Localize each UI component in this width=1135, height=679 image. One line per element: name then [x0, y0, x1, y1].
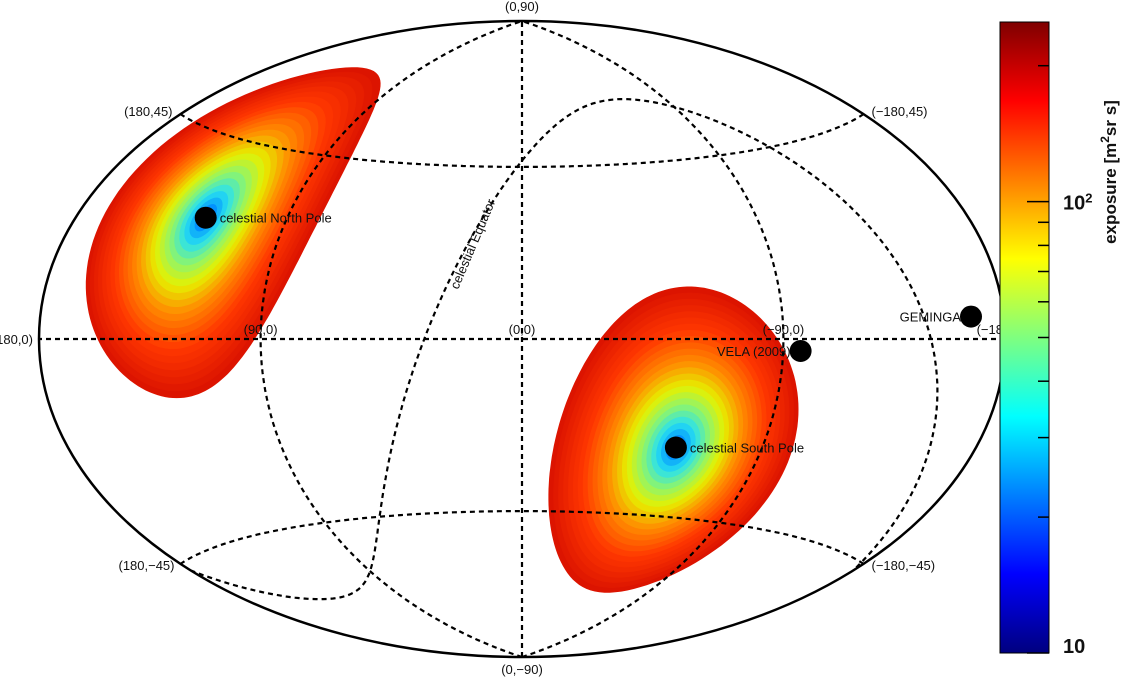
grid-label: (0,−90) [501, 662, 543, 677]
parallel-b45 [179, 113, 865, 168]
grid-label: (180,0) [0, 332, 33, 347]
grid-label: (0,0) [509, 322, 536, 337]
source-label: celestial South Pole [690, 441, 804, 456]
source-label: VELA (2009) [717, 344, 791, 359]
parallel-b-45 [179, 510, 865, 565]
colorbar-label-sup: 2 [1098, 136, 1112, 143]
source-marker [960, 305, 982, 328]
source-markers: celestial North Pole celestial South Pole… [194, 206, 982, 459]
grid-label: (−90,0) [763, 322, 805, 337]
grid-label: (180,−45) [118, 558, 174, 573]
colorbar-label: exposure [m2sr s] [1098, 100, 1120, 244]
source-marker [789, 340, 812, 362]
grid-label: (180,45) [124, 104, 172, 119]
celestial-equator-2 [855, 338, 939, 569]
source-marker [664, 436, 687, 459]
colorbar-tick-label: 102 [1063, 190, 1092, 215]
grid-label: (0,90) [505, 0, 539, 14]
grid-label: (−180,−45) [872, 558, 936, 573]
colorbar-label-mid: sr s] [1101, 100, 1120, 136]
coordinate-grid [39, 19, 1005, 659]
grid-label: (90,0) [244, 322, 278, 337]
grid-label: (−180,45) [872, 104, 928, 119]
source-marker [194, 206, 217, 229]
meridian-l90 [259, 19, 523, 659]
source-label: celestial North Pole [220, 211, 332, 226]
colorbar-tick-label: 10 [1063, 636, 1085, 658]
colorbar-ticks: 10 102 [1027, 64, 1092, 658]
exposure-regions [85, 67, 799, 593]
source-label: GEMINGA [900, 310, 962, 325]
celestial-equator-label: celestial Equator [447, 196, 499, 291]
colorbar: 10 102 exposure [m2sr s] [999, 21, 1120, 658]
colorbar-label-pre: exposure [m [1101, 143, 1120, 244]
meridian-l-90 [521, 19, 785, 659]
